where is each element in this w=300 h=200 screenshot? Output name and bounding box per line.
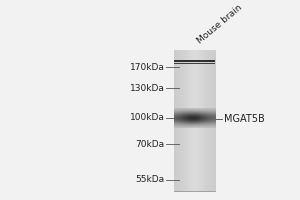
Text: 70kDa: 70kDa [136,140,165,149]
Text: MGAT5B: MGAT5B [224,114,264,124]
Text: 130kDa: 130kDa [130,84,165,93]
Bar [174,63,215,64]
Text: 170kDa: 170kDa [130,63,165,72]
Text: 100kDa: 100kDa [130,113,165,122]
Bar [174,60,215,62]
Text: Mouse brain: Mouse brain [196,3,244,46]
Bar [174,50,215,191]
Text: 55kDa: 55kDa [136,175,165,184]
